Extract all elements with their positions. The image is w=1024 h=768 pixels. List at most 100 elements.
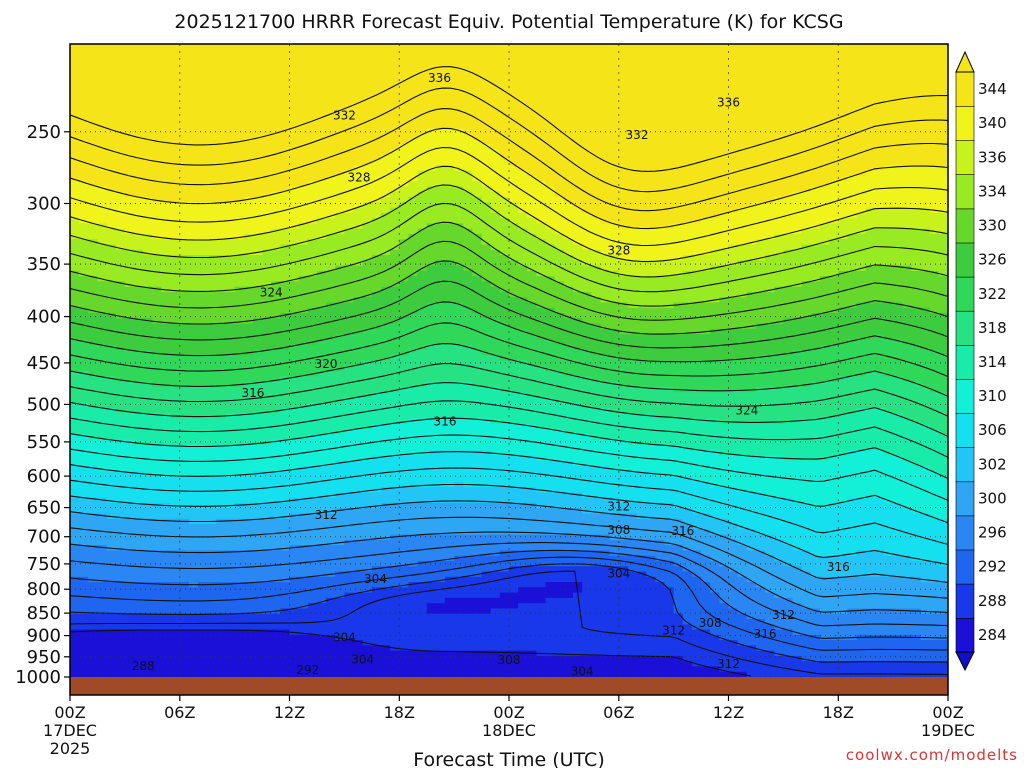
fill-cell [435, 597, 446, 604]
fill-cell [225, 371, 236, 377]
fill-cell [106, 149, 117, 156]
fill-cell [161, 481, 172, 488]
fill-cell [179, 423, 190, 430]
fill-cell [234, 307, 245, 314]
fill-cell [316, 297, 327, 304]
fill-cell [271, 534, 281, 541]
fill-cell [371, 96, 382, 103]
fill-cell [97, 418, 108, 425]
fill-cell [179, 392, 190, 399]
fill-cell [408, 518, 419, 525]
fill-cell [252, 128, 263, 135]
fill-cell [152, 418, 163, 425]
fill-cell [152, 518, 163, 525]
fill-cell [316, 371, 327, 377]
fill-cell [88, 413, 99, 420]
fill-cell [97, 175, 108, 182]
fill-cell [408, 381, 419, 388]
fill-cell [399, 255, 409, 261]
fill-cell [307, 86, 318, 93]
fill-cell [134, 123, 144, 130]
fill-cell [134, 576, 144, 583]
fill-cell [362, 508, 373, 515]
fill-cell [399, 65, 409, 71]
fill-cell [426, 550, 437, 557]
fill-cell [335, 455, 345, 462]
fill-cell [435, 529, 446, 536]
fill-cell [335, 423, 345, 430]
fill-cell [289, 112, 300, 119]
fill-cell [115, 80, 126, 87]
fill-cell [170, 371, 181, 377]
fill-cell [170, 397, 181, 404]
fill-cell [426, 360, 437, 367]
fill-cell [88, 587, 99, 594]
fill-cell [262, 645, 272, 652]
fill-cell [243, 297, 254, 304]
fill-cell [79, 328, 89, 335]
fill-cell [143, 249, 153, 256]
fill-cell [262, 170, 272, 177]
fill-cell [70, 434, 80, 441]
fill-cell [179, 476, 190, 483]
fill-cell [207, 154, 217, 161]
fill-cell [234, 144, 245, 151]
fill-cell [152, 313, 163, 319]
fill-cell [207, 196, 217, 203]
fill-cell [216, 497, 227, 504]
fill-cell [353, 307, 364, 314]
fill-cell [371, 54, 382, 61]
fill-cell [115, 534, 126, 541]
fill-cell [271, 444, 281, 451]
fill-cell [408, 281, 419, 288]
fill-cell [390, 70, 400, 77]
fill-cell [435, 497, 446, 504]
fill-cell [435, 75, 446, 82]
fill-cell [435, 339, 446, 346]
fill-cell [79, 481, 89, 488]
fill-cell [124, 44, 135, 50]
fill-cell [390, 444, 400, 451]
fill-cell [399, 529, 409, 536]
fill-cell [380, 360, 391, 367]
fill-cell [289, 476, 300, 483]
fill-cell [280, 138, 291, 145]
fill-cell [280, 371, 291, 377]
fill-cell [216, 476, 227, 483]
fill-cell [326, 80, 336, 87]
fill-cell [399, 624, 409, 631]
fill-cell [371, 107, 382, 114]
fill-cell [444, 355, 455, 362]
fill-cell [353, 255, 364, 261]
fill-cell [444, 186, 455, 193]
fill-cell [280, 592, 291, 599]
fill-cell [234, 323, 245, 330]
fill-cell [216, 165, 227, 172]
fill-cell [115, 349, 126, 356]
fill-cell [371, 545, 382, 552]
fill-cell [161, 138, 172, 145]
fill-cell [298, 661, 309, 668]
fill-cell [198, 571, 208, 578]
fill-cell [262, 281, 272, 288]
fill-cell [371, 160, 382, 166]
fill-cell [243, 281, 254, 288]
fill-cell [316, 149, 327, 156]
fill-cell [426, 107, 437, 114]
fill-cell [152, 513, 163, 520]
fill-cell [362, 223, 373, 230]
fill-cell [371, 339, 382, 346]
fill-cell [326, 75, 336, 82]
fill-cell [408, 218, 419, 224]
fill-cell [435, 59, 446, 66]
fill-cell [307, 566, 318, 573]
fill-cell [225, 154, 236, 161]
fill-cell [298, 502, 309, 509]
fill-cell [390, 291, 400, 298]
fill-cell [143, 645, 153, 652]
fill-cell [179, 576, 190, 583]
fill-cell [234, 555, 245, 562]
fill-cell [170, 355, 181, 362]
fill-cell [106, 576, 117, 583]
fill-cell [426, 249, 437, 256]
